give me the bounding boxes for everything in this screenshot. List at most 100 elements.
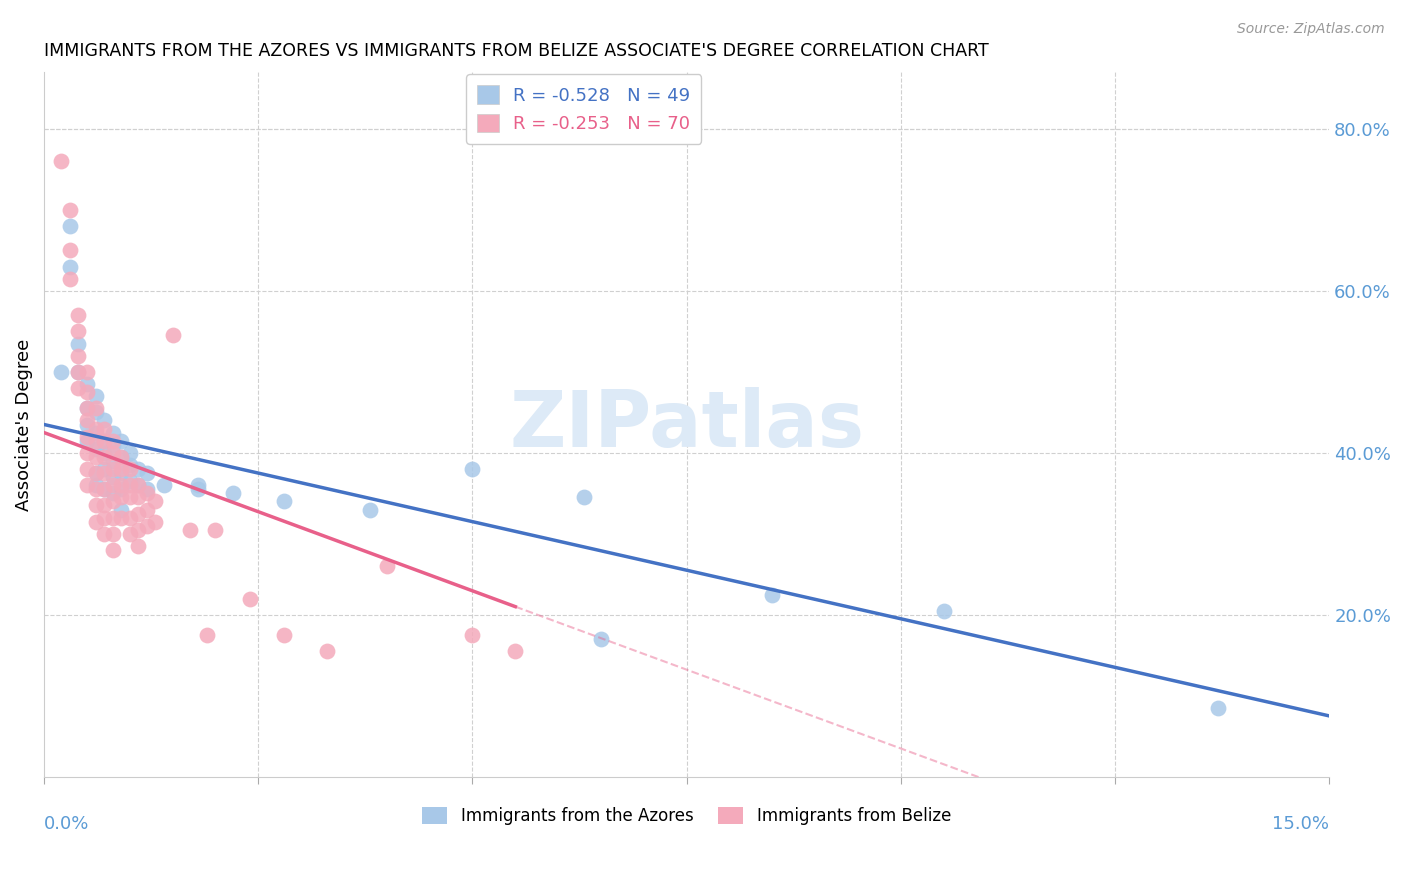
Point: [101, 543, 124, 558]
Point: [118, 491, 141, 505]
Point: [93, 510, 115, 524]
Point: [84, 442, 107, 456]
Point: [76, 478, 98, 492]
Point: [84, 499, 107, 513]
Point: [67, 325, 90, 339]
Point: [145, 494, 167, 508]
Point: [118, 526, 141, 541]
Point: [135, 486, 157, 500]
Point: [127, 478, 149, 492]
Point: [118, 478, 141, 492]
Point: [118, 474, 141, 488]
Point: [145, 515, 167, 529]
Point: [51, 154, 73, 169]
Point: [110, 483, 132, 497]
Point: [76, 434, 98, 448]
Point: [195, 628, 218, 642]
Point: [127, 478, 149, 492]
Point: [84, 389, 107, 403]
Point: [761, 587, 783, 601]
Point: [110, 491, 132, 505]
Point: [76, 365, 98, 379]
Point: [93, 483, 115, 497]
Point: [93, 434, 115, 448]
Point: [59, 260, 82, 274]
Point: [67, 381, 90, 395]
Point: [84, 434, 107, 448]
Point: [273, 628, 295, 642]
Point: [67, 365, 90, 379]
Point: [110, 450, 132, 464]
Point: [505, 644, 527, 658]
Point: [76, 462, 98, 476]
Point: [110, 434, 132, 448]
Point: [76, 377, 98, 392]
Point: [932, 604, 955, 618]
Point: [101, 462, 124, 476]
Point: [572, 491, 595, 505]
Point: [84, 466, 107, 480]
Point: [59, 202, 82, 217]
Point: [76, 413, 98, 427]
Point: [93, 499, 115, 513]
Point: [110, 466, 132, 480]
Point: [101, 446, 124, 460]
Point: [118, 446, 141, 460]
Point: [93, 413, 115, 427]
Point: [84, 483, 107, 497]
Text: 15.0%: 15.0%: [1272, 815, 1329, 833]
Point: [135, 518, 157, 533]
Point: [67, 349, 90, 363]
Point: [135, 502, 157, 516]
Point: [221, 486, 243, 500]
Point: [84, 421, 107, 435]
Point: [84, 425, 107, 440]
Point: [93, 462, 115, 476]
Point: [135, 466, 157, 480]
Point: [110, 502, 132, 516]
Point: [76, 385, 98, 400]
Point: [93, 421, 115, 435]
Point: [461, 462, 484, 476]
Point: [76, 446, 98, 460]
Point: [76, 430, 98, 444]
Point: [110, 510, 132, 524]
Text: 0.0%: 0.0%: [44, 815, 90, 833]
Point: [273, 494, 295, 508]
Point: [67, 365, 90, 379]
Point: [118, 458, 141, 472]
Point: [93, 526, 115, 541]
Point: [76, 417, 98, 432]
Point: [118, 510, 141, 524]
Point: [127, 462, 149, 476]
Point: [59, 219, 82, 234]
Point: [101, 478, 124, 492]
Point: [84, 401, 107, 416]
Point: [101, 470, 124, 484]
Point: [179, 523, 201, 537]
Point: [93, 434, 115, 448]
Point: [359, 502, 381, 516]
Point: [101, 510, 124, 524]
Point: [204, 523, 226, 537]
Point: [84, 405, 107, 419]
Point: [67, 336, 90, 351]
Point: [59, 244, 82, 258]
Point: [84, 450, 107, 464]
Point: [110, 478, 132, 492]
Y-axis label: Associate's Degree: Associate's Degree: [15, 338, 32, 510]
Point: [76, 401, 98, 416]
Point: [135, 483, 157, 497]
Point: [101, 494, 124, 508]
Point: [187, 478, 209, 492]
Point: [93, 446, 115, 460]
Point: [93, 450, 115, 464]
Point: [59, 272, 82, 286]
Point: [101, 526, 124, 541]
Point: [315, 644, 337, 658]
Text: ZIPatlas: ZIPatlas: [509, 386, 865, 463]
Point: [101, 425, 124, 440]
Point: [187, 483, 209, 497]
Text: Source: ZipAtlas.com: Source: ZipAtlas.com: [1237, 22, 1385, 37]
Point: [589, 632, 612, 646]
